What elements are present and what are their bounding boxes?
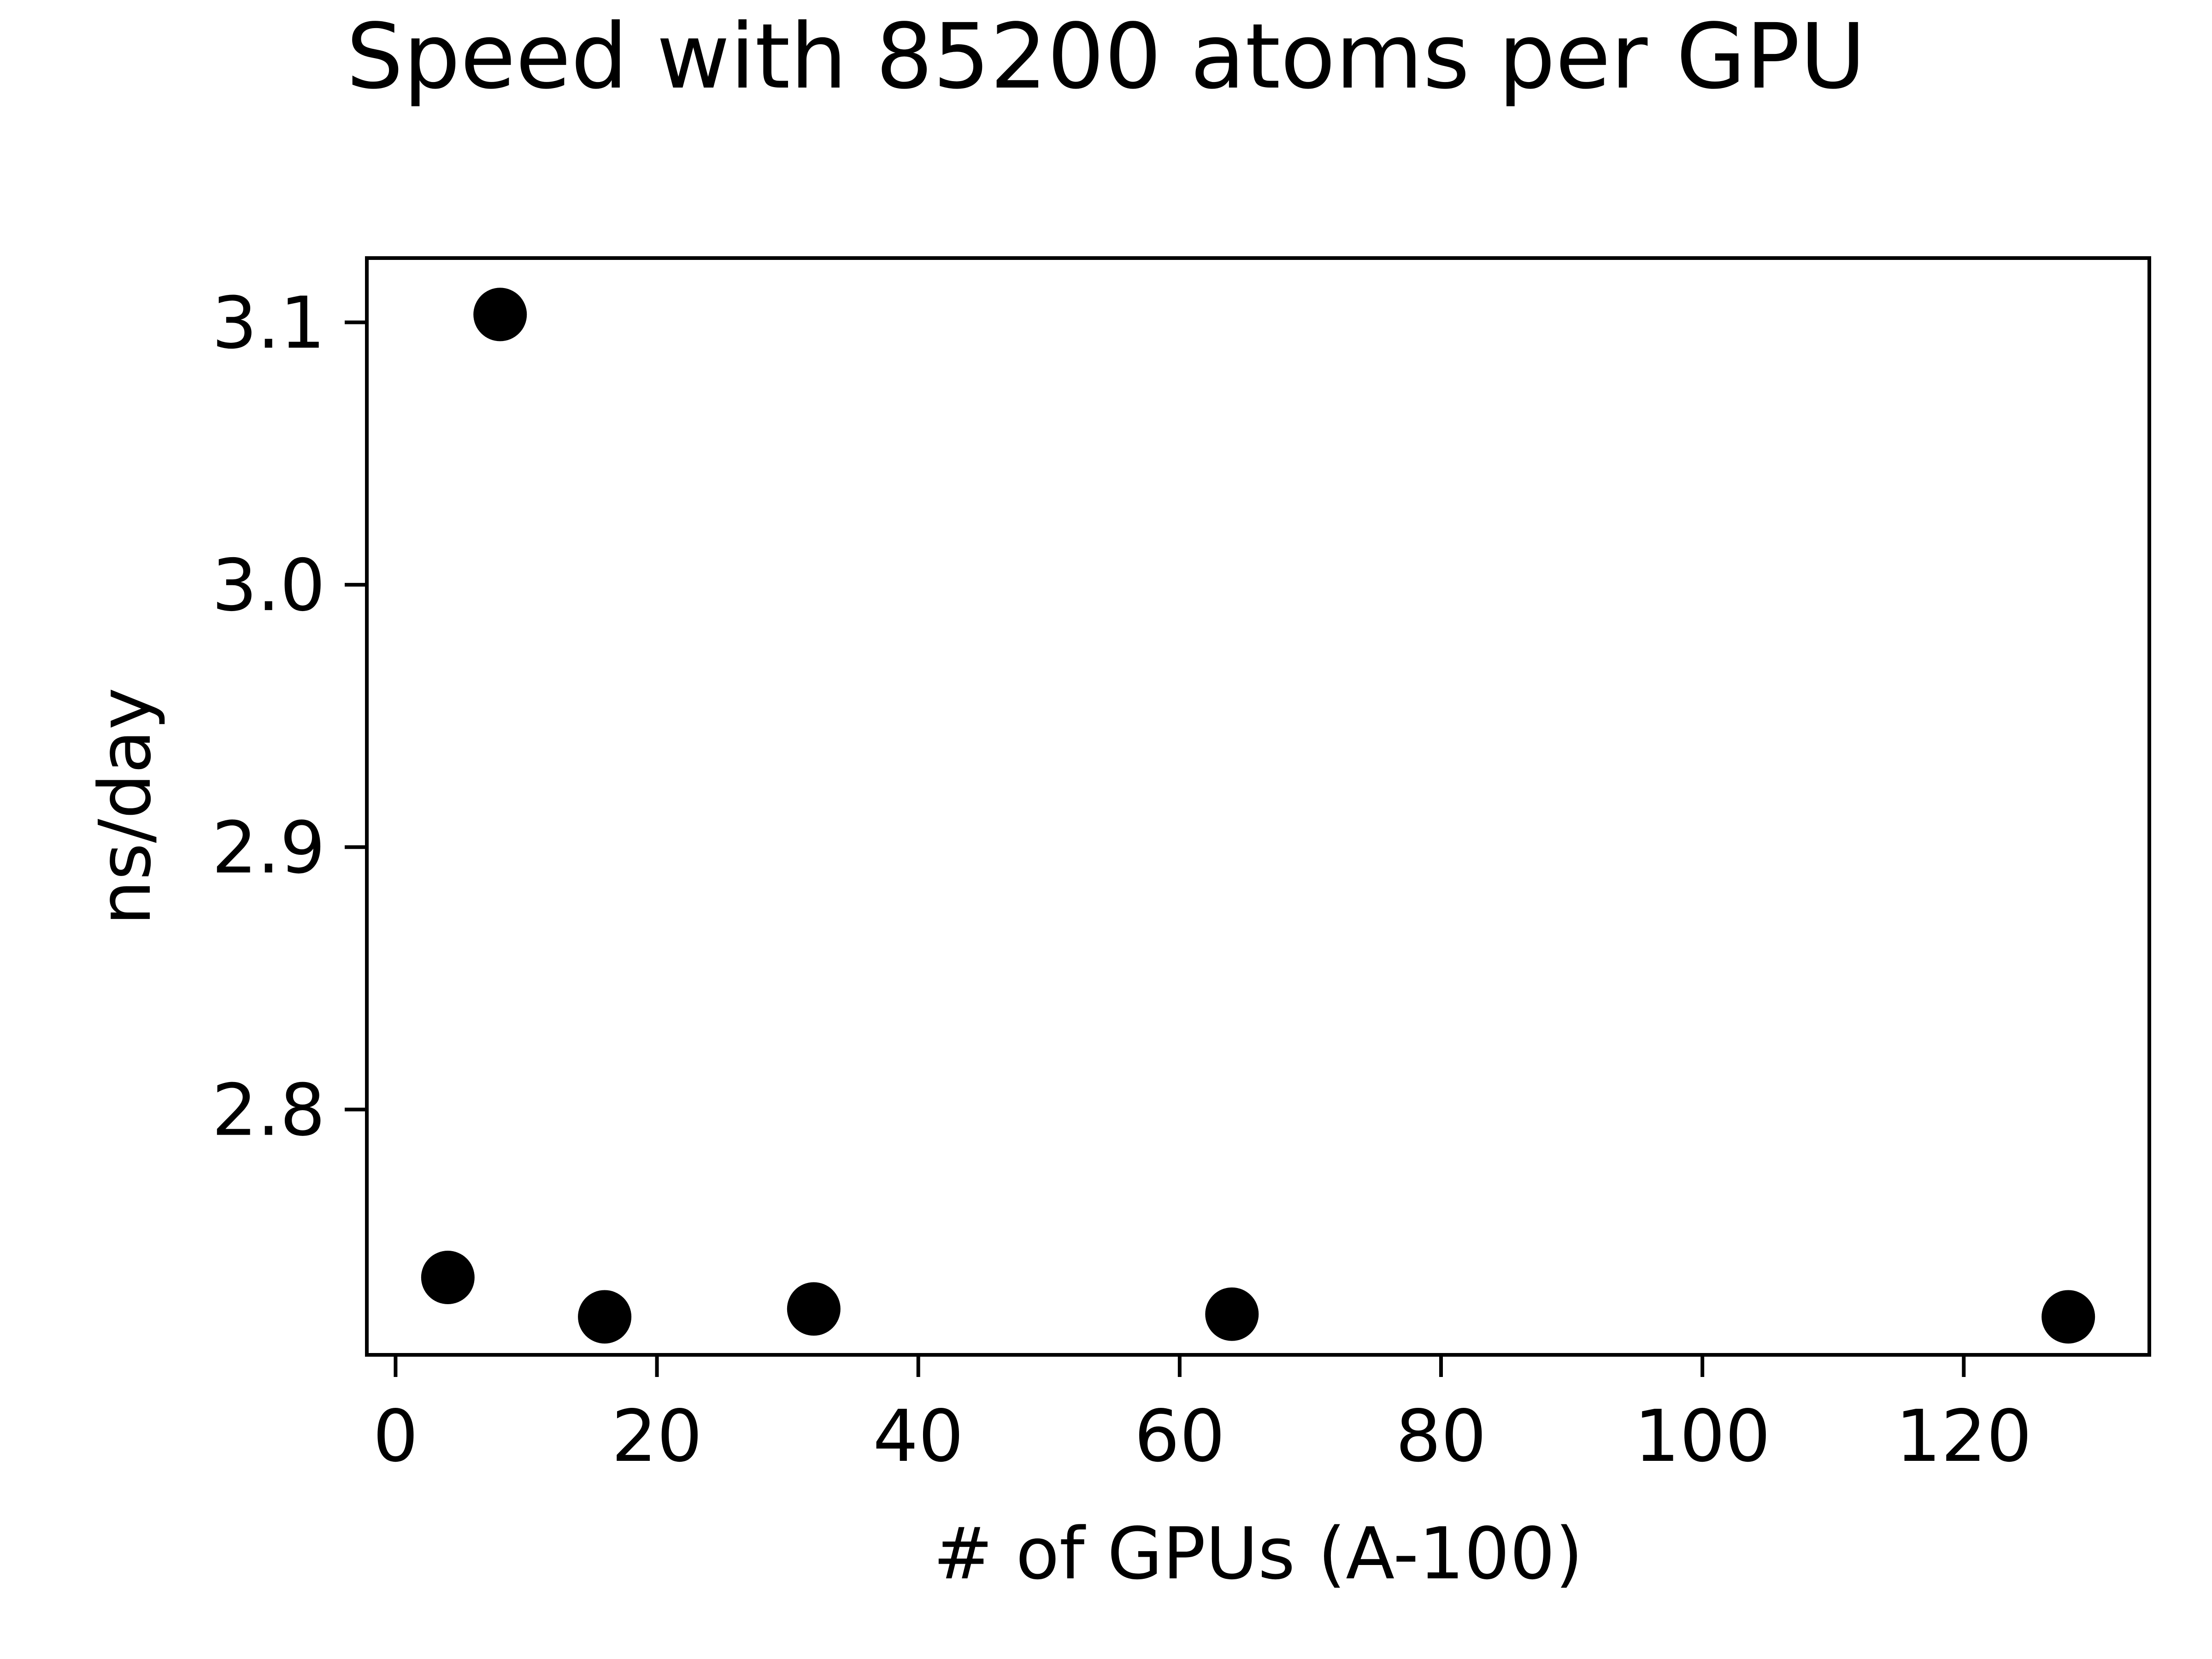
x-axis: 0 20 40 60 80 100 120 <box>373 1355 2032 1478</box>
plot-marks <box>421 288 2095 1344</box>
x-tick-label: 20 <box>612 1394 702 1478</box>
x-axis-label: # of GPUs (A-100) <box>933 1512 1583 1595</box>
data-point <box>2041 1290 2095 1344</box>
plot-area-frame <box>365 256 2151 1357</box>
y-axis-label: ns/day <box>83 688 167 925</box>
y-tick-label: 2.9 <box>212 806 325 889</box>
x-tick-label: 60 <box>1134 1394 1225 1478</box>
x-tick-label: 0 <box>373 1394 418 1478</box>
data-point <box>473 288 527 341</box>
y-tick-label: 3.1 <box>212 281 325 365</box>
data-point <box>787 1282 841 1336</box>
y-axis: 2.8 2.9 3.0 3.1 <box>212 281 367 1152</box>
x-tick-label: 120 <box>1895 1394 2032 1478</box>
x-tick-label: 100 <box>1634 1394 1771 1478</box>
chart-title: Speed with 85200 atoms per GPU <box>346 4 1865 109</box>
y-tick-label: 3.0 <box>212 544 325 627</box>
x-tick-label: 80 <box>1395 1394 1486 1478</box>
y-tick-label: 2.8 <box>212 1069 325 1152</box>
x-tick-label: 40 <box>873 1394 964 1478</box>
data-point <box>578 1290 632 1344</box>
data-point <box>421 1251 475 1305</box>
data-point <box>1205 1287 1259 1341</box>
